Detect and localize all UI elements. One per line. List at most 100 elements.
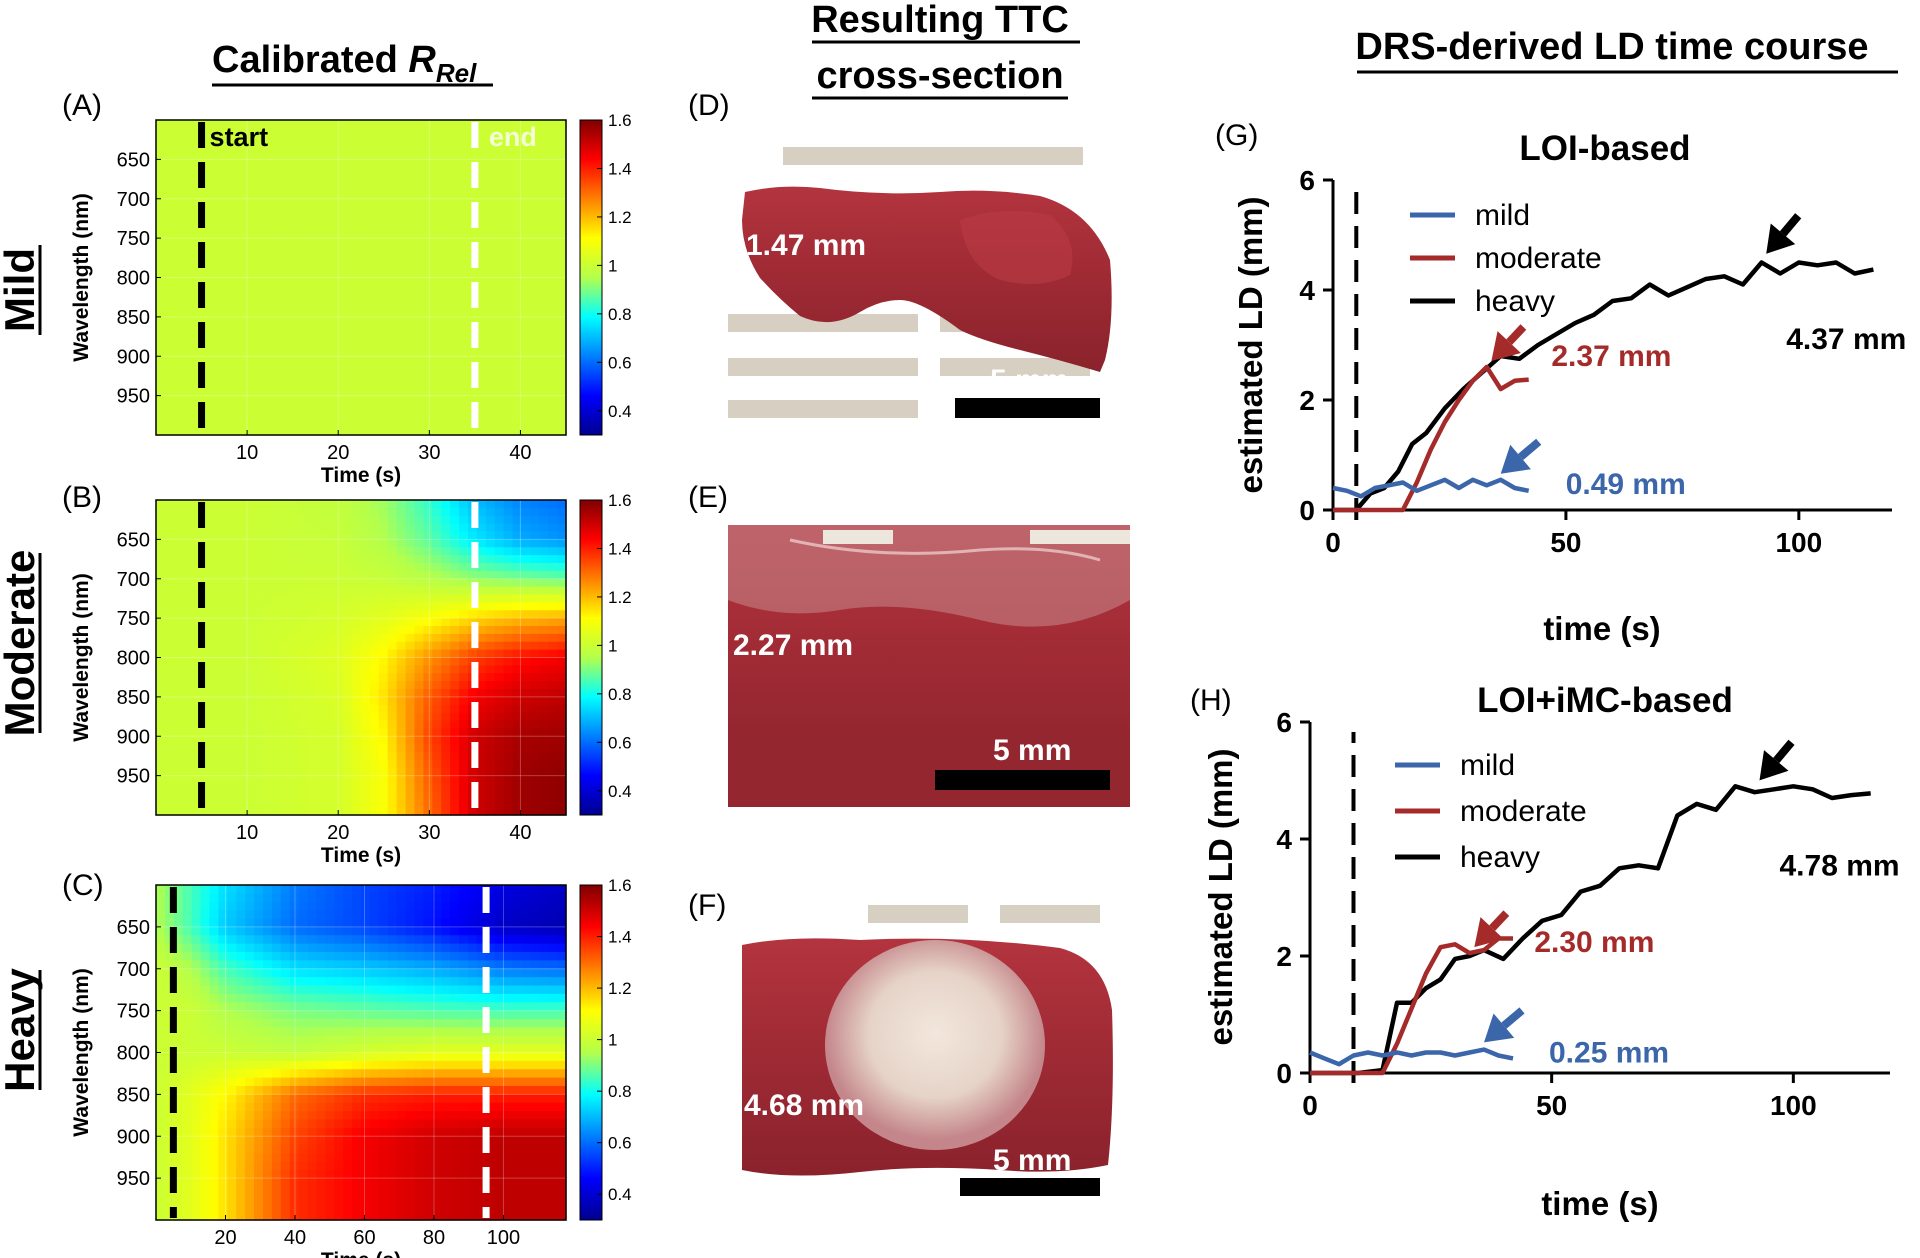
heatmap-cell — [432, 885, 442, 894]
heatmap-cell — [254, 238, 264, 247]
heatmap-cell — [405, 935, 416, 945]
heatmap-cell — [280, 993, 291, 1003]
heatmap-cell — [182, 704, 193, 714]
heatmap-cell — [387, 539, 398, 548]
heatmap-cell — [387, 387, 398, 397]
heatmap-cell — [280, 285, 291, 294]
heatmap-cell — [316, 269, 326, 279]
heatmap-cell — [548, 736, 558, 745]
heatmap-cell — [423, 253, 433, 263]
heatmap-cell — [262, 364, 273, 373]
heatmap-cell — [378, 1069, 389, 1079]
heatmap-cell — [387, 364, 398, 373]
heatmap-cell — [173, 127, 184, 137]
heatmap-cell — [432, 340, 442, 349]
heatmap-cell — [227, 767, 237, 777]
heatmap-cell — [396, 1010, 407, 1020]
heatmap-cell — [405, 340, 416, 349]
heatmap-cell — [280, 1069, 291, 1079]
heatmap-cell — [378, 918, 389, 928]
heatmap-cell — [352, 681, 362, 690]
heatmap-cell — [548, 626, 558, 635]
heatmap-cell — [218, 918, 228, 928]
heatmap-cell — [414, 985, 424, 995]
heatmap-cell — [405, 246, 416, 255]
heatmap-cell — [530, 1060, 540, 1070]
heatmap-cell — [245, 752, 255, 761]
heatmap-cell — [450, 356, 460, 365]
heatmap-cell — [548, 261, 558, 271]
heatmap-cell — [450, 277, 460, 286]
heatmap-cell — [530, 689, 540, 698]
heatmap-cell — [325, 1077, 335, 1087]
heatmap-cell — [521, 681, 531, 690]
heatmap-cell — [280, 704, 291, 714]
heatmap-cell — [494, 696, 505, 706]
heatmap-cell — [450, 649, 460, 659]
heatmap-cell — [405, 547, 416, 556]
heatmap-cell — [512, 1027, 523, 1037]
heatmap-cell — [352, 507, 362, 517]
heatmap-cell — [307, 395, 318, 405]
heatmap-cell — [236, 985, 246, 995]
heatmap-cell — [441, 968, 451, 978]
heatmap-cell — [173, 728, 184, 737]
heatmap-cell — [200, 285, 211, 294]
heatmap-cell — [476, 238, 487, 247]
heatmap-cell — [539, 1094, 549, 1104]
heatmap-cell — [325, 372, 335, 381]
heatmap-cell — [369, 1086, 380, 1095]
heatmap-cell — [325, 618, 335, 627]
heatmap-cell — [218, 293, 228, 302]
heatmap-cell — [467, 807, 478, 816]
heatmap-cell — [164, 372, 175, 381]
heatmap-cell — [307, 610, 318, 619]
heatmap-cell — [200, 309, 211, 318]
heatmap-cell — [459, 578, 469, 588]
heatmap-cell — [218, 712, 228, 722]
heatmap-cell — [156, 893, 166, 903]
heatmap-cell — [476, 253, 487, 263]
heatmap-cell — [459, 807, 469, 816]
heatmap-cell — [539, 531, 549, 540]
heatmap-cell — [289, 783, 300, 792]
heatmap-cell — [182, 602, 193, 611]
heatmap-cell — [539, 309, 549, 318]
heatmap-cell — [503, 985, 514, 995]
heatmap-cell — [227, 744, 237, 753]
heatmap-cell — [254, 261, 264, 271]
heatmap-cell — [200, 1069, 211, 1079]
heatmap-cell — [218, 952, 228, 961]
heatmap-cell — [557, 594, 567, 603]
heatmap-cell — [539, 926, 549, 936]
heatmap-cell — [423, 633, 433, 643]
heatmap-cell — [298, 143, 309, 153]
heatmap-cell — [485, 563, 496, 572]
heatmap-cell — [307, 681, 318, 690]
y-tick-label: 750 — [117, 228, 150, 250]
heatmap-cell — [378, 364, 389, 373]
heatmap-cell — [254, 500, 264, 509]
heatmap-cell — [459, 183, 469, 192]
heatmap-cell — [361, 1086, 371, 1095]
heatmap-cell — [289, 1086, 300, 1095]
heatmap-cell — [307, 1094, 318, 1104]
heatmap-cell — [191, 681, 202, 690]
heatmap-cell — [441, 783, 451, 792]
heatmap-cell — [530, 277, 540, 286]
heatmap-cell — [227, 348, 237, 357]
heatmap-cell — [173, 633, 184, 643]
heatmap-cell — [173, 918, 184, 928]
heatmap-cell — [156, 935, 166, 945]
heatmap-cell — [485, 578, 496, 588]
heatmap-cell — [361, 673, 371, 682]
heatmap-cell — [200, 500, 211, 509]
heatmap-cell — [530, 523, 540, 533]
heatmap-cell — [476, 515, 487, 525]
heatmap-cell — [396, 316, 407, 326]
heatmap-cell — [361, 960, 371, 970]
heatmap-cell — [557, 411, 567, 420]
heatmap-cell — [164, 689, 175, 698]
heatmap-cell — [271, 167, 282, 176]
heatmap-cell — [280, 633, 291, 643]
